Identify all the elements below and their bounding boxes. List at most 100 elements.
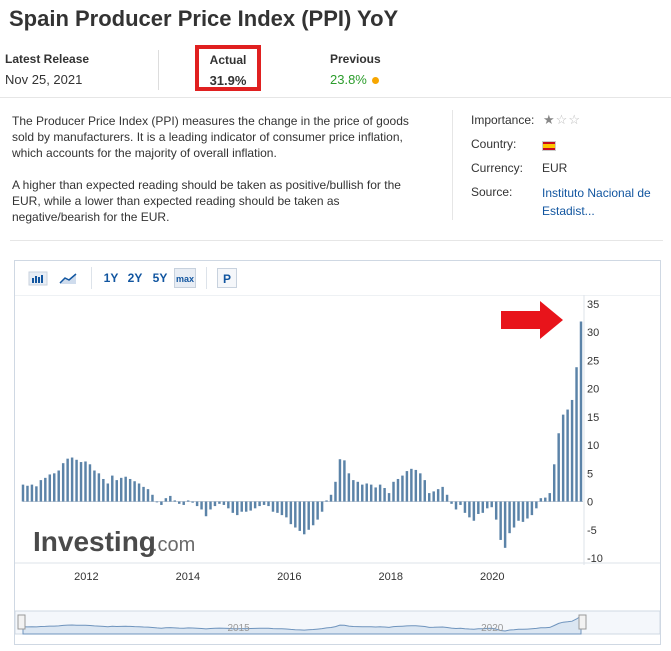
source-link[interactable]: Instituto Nacional de Estadist... xyxy=(542,184,651,220)
chart-bar xyxy=(320,501,324,512)
y-tick-label: 30 xyxy=(587,327,599,339)
chart-bar xyxy=(423,480,426,502)
navigator-handle[interactable] xyxy=(578,614,587,630)
chart-bar xyxy=(436,489,440,502)
chart-bar xyxy=(530,501,534,516)
star-filled-icon: ★ xyxy=(543,112,556,127)
chart-bar xyxy=(307,501,310,530)
chart-bar xyxy=(240,501,243,512)
source-link-line[interactable]: Estadist... xyxy=(542,204,595,218)
chart-bar xyxy=(173,500,177,502)
divider xyxy=(452,110,453,220)
chart-bar xyxy=(334,481,337,502)
bar-chart-icon[interactable] xyxy=(27,268,49,288)
chart-bar xyxy=(160,501,163,505)
range-5y-button[interactable]: 5Y xyxy=(152,271,168,285)
chart-bar xyxy=(21,484,25,502)
chart-bar xyxy=(218,501,221,504)
chart-bar xyxy=(44,477,47,502)
navigator-handle[interactable] xyxy=(17,614,26,630)
chart-bar xyxy=(30,484,34,502)
chart-bar xyxy=(356,481,360,502)
chart-bar xyxy=(35,486,38,502)
chart-bar xyxy=(106,483,110,502)
latest-release: Latest Release Nov 25, 2021 xyxy=(5,52,89,87)
source-link-line[interactable]: Instituto Nacional de xyxy=(542,186,651,200)
revision-dot-icon xyxy=(371,77,379,85)
watermark-logo: Investing .com xyxy=(33,526,195,557)
x-tick-label: 2014 xyxy=(176,571,200,583)
actual-value: 31.9% xyxy=(209,73,247,88)
chart-bar xyxy=(213,501,217,507)
chart-bar xyxy=(450,501,453,504)
chart-bar xyxy=(472,501,476,521)
importance-label: Importance: xyxy=(471,113,535,127)
chart-bar xyxy=(432,491,435,502)
chart-bar xyxy=(383,488,386,502)
chart-bar xyxy=(374,487,377,502)
divider xyxy=(206,267,207,289)
chart-bar xyxy=(195,501,199,507)
chart-bar xyxy=(570,399,574,502)
divider xyxy=(91,267,92,289)
chart-bar xyxy=(454,501,458,510)
chart-bar xyxy=(490,501,493,508)
p-button[interactable]: P xyxy=(217,268,237,288)
chart-bar xyxy=(169,495,172,502)
chart-bar xyxy=(146,489,150,502)
chart-bar xyxy=(369,484,373,502)
watermark-brand: Investing xyxy=(33,526,156,557)
chart-bar xyxy=(186,500,190,502)
chart-bar xyxy=(70,457,74,502)
chart-bar xyxy=(84,461,87,502)
range-1y-button[interactable]: 1Y xyxy=(103,271,119,285)
chart-bar xyxy=(392,481,395,502)
chart-bar xyxy=(338,459,342,502)
y-tick-label: 20 xyxy=(587,384,599,396)
range-max-button[interactable]: max xyxy=(174,268,196,288)
chart-bar xyxy=(93,470,96,502)
chart-bar xyxy=(119,477,123,502)
chart-bar xyxy=(539,498,543,502)
chart-bar xyxy=(365,483,368,502)
chart-bar xyxy=(133,481,136,502)
chart-bar xyxy=(405,471,409,502)
chart-bar xyxy=(178,501,181,504)
chart-toolbar: 1Y 2Y 5Y max P xyxy=(15,261,660,295)
chart-bar xyxy=(276,501,279,513)
chart-bar xyxy=(280,501,284,516)
chart-bar xyxy=(557,433,560,502)
chart-bar xyxy=(53,473,56,502)
chart-bar xyxy=(544,497,547,502)
x-tick-label: 2016 xyxy=(277,571,301,583)
chart-bar xyxy=(481,501,485,513)
y-tick-label: 35 xyxy=(587,299,599,311)
latest-release-label: Latest Release xyxy=(5,52,90,66)
chart-bar xyxy=(39,480,43,502)
chart-bar xyxy=(494,501,498,520)
chart-bar xyxy=(26,485,29,502)
divider xyxy=(10,240,663,241)
chart-bar xyxy=(468,501,471,518)
chart-bar xyxy=(579,321,583,502)
chart-bar xyxy=(445,494,449,502)
chart-bar xyxy=(414,469,418,502)
chart-bar xyxy=(486,501,489,509)
chart-bar xyxy=(48,474,52,502)
chart-bar xyxy=(508,501,511,534)
range-2y-button[interactable]: 2Y xyxy=(127,271,143,285)
chart-bar xyxy=(294,501,297,528)
chart-bar xyxy=(396,478,400,502)
currency-label: Currency: xyxy=(471,161,524,175)
chart-bar xyxy=(535,501,538,509)
previous-release: Previous 23.8% xyxy=(330,52,381,87)
chart-bar xyxy=(209,501,212,510)
chart-bar xyxy=(378,484,382,502)
x-tick-label: 2020 xyxy=(480,571,504,583)
chart-bar xyxy=(347,473,351,502)
range-navigator[interactable]: 2015 2020 xyxy=(15,610,660,635)
chart-bar xyxy=(142,486,145,502)
chart-bar xyxy=(151,494,154,502)
chart-bar xyxy=(244,501,248,512)
area-chart-icon[interactable] xyxy=(57,268,79,288)
